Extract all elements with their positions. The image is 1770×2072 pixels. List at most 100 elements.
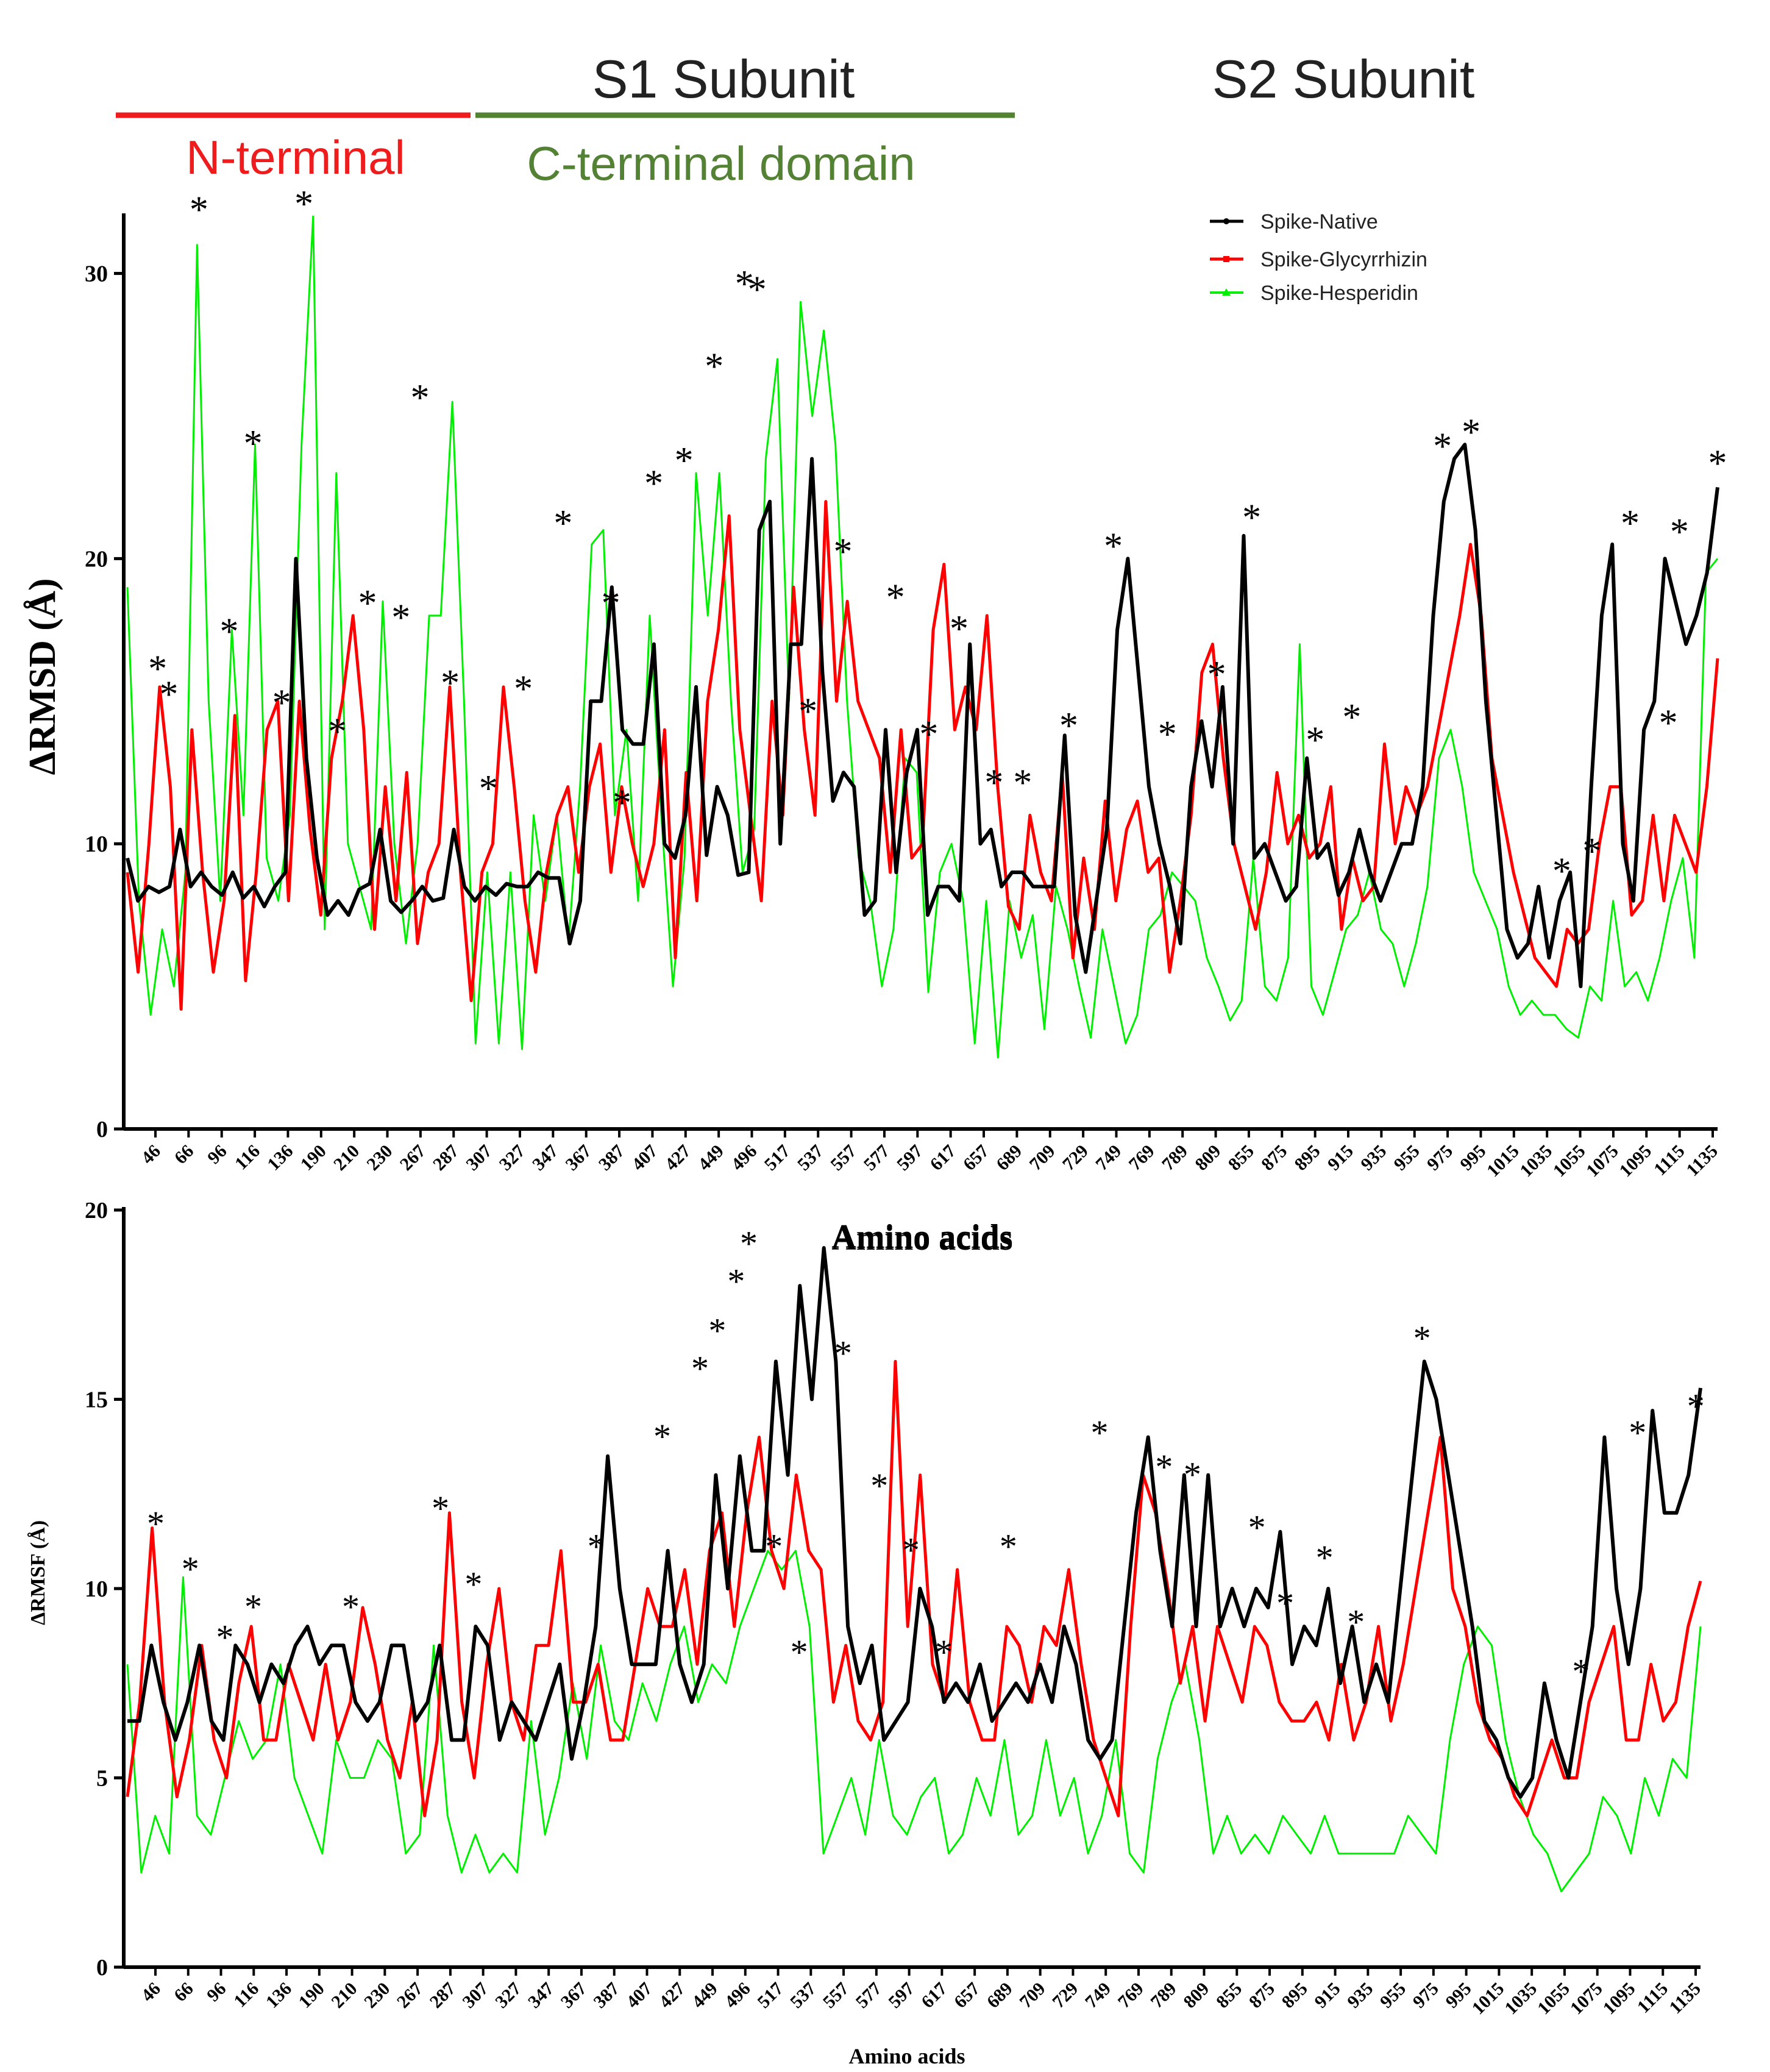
rmsd-x-tick-label: 66 <box>171 1141 198 1169</box>
rmsd-significance-star: * <box>391 597 410 638</box>
rmsd-significance-star: * <box>644 463 663 504</box>
rmsf-significance-star: * <box>432 1489 449 1528</box>
rmsd-significance-star: * <box>1708 443 1727 485</box>
rmsd-x-tick-label: 427 <box>661 1141 695 1175</box>
domain-header: S1 Subunit S2 Subunit N-terminal C-termi… <box>116 49 1474 190</box>
rmsd-significance-star: * <box>735 263 754 305</box>
rmsf-significance-star: * <box>1248 1508 1266 1547</box>
rmsd-x-tick-label: 1015 <box>1483 1141 1523 1181</box>
rmsd-x-tick-label: 1095 <box>1615 1141 1655 1181</box>
rmsf-significance-star: * <box>1316 1538 1334 1578</box>
legend-label-hesperidin: Spike-Hesperidin <box>1260 282 1418 305</box>
rmsd-x-tick-label: 367 <box>561 1141 595 1175</box>
rmsd-x-tick-label: 1035 <box>1516 1141 1556 1181</box>
rmsf-plot-area: **** ****************** ********* <box>126 1224 1705 1893</box>
rmsd-x-tick-label: 597 <box>893 1141 926 1175</box>
legend-marker-glycyrrhizin <box>1223 256 1229 262</box>
rmsd-x-tick-label: 190 <box>297 1141 330 1175</box>
rmsf-x-tick-label: 407 <box>622 1979 656 2012</box>
rmsf-x-tick-label: 855 <box>1212 1979 1246 2012</box>
rmsf-significance-star: * <box>791 1632 808 1672</box>
rmsf-y-tick-label: 20 <box>85 1198 108 1223</box>
rmsd-x-tick-label: 709 <box>1026 1141 1059 1175</box>
rmsd-significance-star: * <box>479 768 498 810</box>
rmsd-x-tick-label: 1055 <box>1549 1141 1590 1181</box>
rmsd-x-tick-label: 809 <box>1191 1141 1224 1175</box>
rmsd-y-axis-label: ΔRMSD (Å) <box>22 579 63 775</box>
rmsd-x-tick-label: 789 <box>1158 1141 1192 1175</box>
rmsd-x-tick-label: 327 <box>496 1141 529 1175</box>
rmsd-significance-star: * <box>1059 705 1078 747</box>
rmsf-x-tick-label: 210 <box>327 1979 361 2012</box>
legend-item-native: Spike-Native <box>1210 210 1378 233</box>
rmsd-x-tick-label: 407 <box>628 1141 661 1175</box>
rmsd-significance-star: * <box>1462 411 1480 453</box>
rmsd-x-tick-label: 769 <box>1125 1141 1159 1175</box>
rmsd-significance-star: * <box>748 269 767 310</box>
rmsd-y-tick-label: 30 <box>85 262 108 287</box>
rmsf-significance-star: * <box>216 1617 234 1657</box>
rmsf-x-tick-label: 1095 <box>1599 1979 1640 2019</box>
rmsd-plot-area: ********* ******************* ********* ** *… <box>126 183 1727 1059</box>
rmsf-x-tick-label: 427 <box>655 1979 689 2012</box>
rmsd-x-tick-label: 895 <box>1290 1141 1324 1175</box>
rmsf-x-tick-label: 709 <box>1015 1979 1049 2012</box>
rmsf-significance-star: * <box>244 1587 262 1627</box>
legend-label-glycyrrhizin: Spike-Glycyrrhizin <box>1260 248 1427 271</box>
rmsd-x-tick-label: 729 <box>1059 1141 1092 1175</box>
rmsf-significance-star: * <box>740 1224 758 1264</box>
rmsd-x-tick-label: 617 <box>926 1141 959 1175</box>
rmsd-significance-star: * <box>219 611 238 653</box>
rmsf-y-tick-label: 15 <box>85 1387 108 1413</box>
rmsf-significance-star: * <box>935 1632 953 1672</box>
rmsd-significance-star: * <box>1207 654 1226 696</box>
rmsd-significance-star: * <box>1342 697 1361 738</box>
rmsf-x-tick-label: 387 <box>590 1979 624 2012</box>
rmsf-significance-star: * <box>1155 1447 1173 1487</box>
rmsf-x-tick-label: 895 <box>1278 1979 1312 2012</box>
rmsf-significance-star: * <box>870 1466 888 1506</box>
rmsf-x-tick-label: 729 <box>1048 1979 1082 2012</box>
rmsf-x-tick-label: 1055 <box>1534 1979 1574 2019</box>
rmsd-significance-star: * <box>1158 714 1177 755</box>
rmsf-x-tick-label: 689 <box>983 1979 1017 2012</box>
rmsd-x-tick-label: 935 <box>1357 1141 1390 1175</box>
rmsd-x-tick-label: 577 <box>860 1141 894 1175</box>
rmsf-significance-star: * <box>1276 1583 1294 1623</box>
rmsd-significance-star: * <box>1433 426 1452 468</box>
rmsd-x-tick-label: 955 <box>1390 1141 1424 1175</box>
rmsd-significance-star: * <box>1621 503 1640 544</box>
rmsd-x-tick-label: 689 <box>992 1141 1026 1175</box>
rmsd-significance-star: * <box>675 440 694 482</box>
rmsd-x-tick-label: 557 <box>826 1141 860 1175</box>
rmsf-x-tick-label: 657 <box>950 1979 984 2012</box>
rmsd-significance-star: * <box>1552 851 1571 892</box>
rmsf-significance-star: * <box>147 1504 165 1543</box>
rmsf-x-tick-label: 789 <box>1147 1979 1181 2012</box>
rmsf-x-tick-label: 597 <box>884 1979 918 2012</box>
n-terminal-label: N-terminal <box>186 130 405 184</box>
rmsd-significance-star: * <box>358 583 377 624</box>
rmsf-x-tick-label: 1075 <box>1566 1979 1607 2019</box>
rmsd-x-tick-label: 287 <box>429 1141 463 1175</box>
rmsd-significance-star: * <box>705 346 723 388</box>
rmsd-significance-star: * <box>411 377 430 419</box>
rmsd-x-tick-label: 230 <box>363 1141 396 1175</box>
rmsd-significance-star: * <box>159 674 178 716</box>
rmsd-significance-star: * <box>919 714 938 755</box>
rmsf-significance-star: * <box>1413 1319 1431 1358</box>
rmsf-x-tick-label: 496 <box>721 1979 755 2012</box>
rmsd-x-tick-label: 875 <box>1257 1141 1291 1175</box>
c-terminal-label: C-terminal domain <box>527 137 915 190</box>
rmsf-chart-title: Amino acids <box>831 1220 1012 1258</box>
rmsf-x-tick-label: 875 <box>1245 1979 1279 2012</box>
rmsf-x-tick-label: 46 <box>137 1979 165 2006</box>
rmsf-significance-star: * <box>765 1526 783 1566</box>
rmsf-x-tick-label: 809 <box>1179 1979 1213 2012</box>
rmsf-chart: **** ****************** ********* 05101520… <box>27 1198 1705 2068</box>
rmsf-x-tick-label: 1115 <box>1633 1979 1672 2017</box>
rmsd-x-tick-label: 210 <box>330 1141 363 1175</box>
rmsd-significance-star: * <box>272 683 291 724</box>
